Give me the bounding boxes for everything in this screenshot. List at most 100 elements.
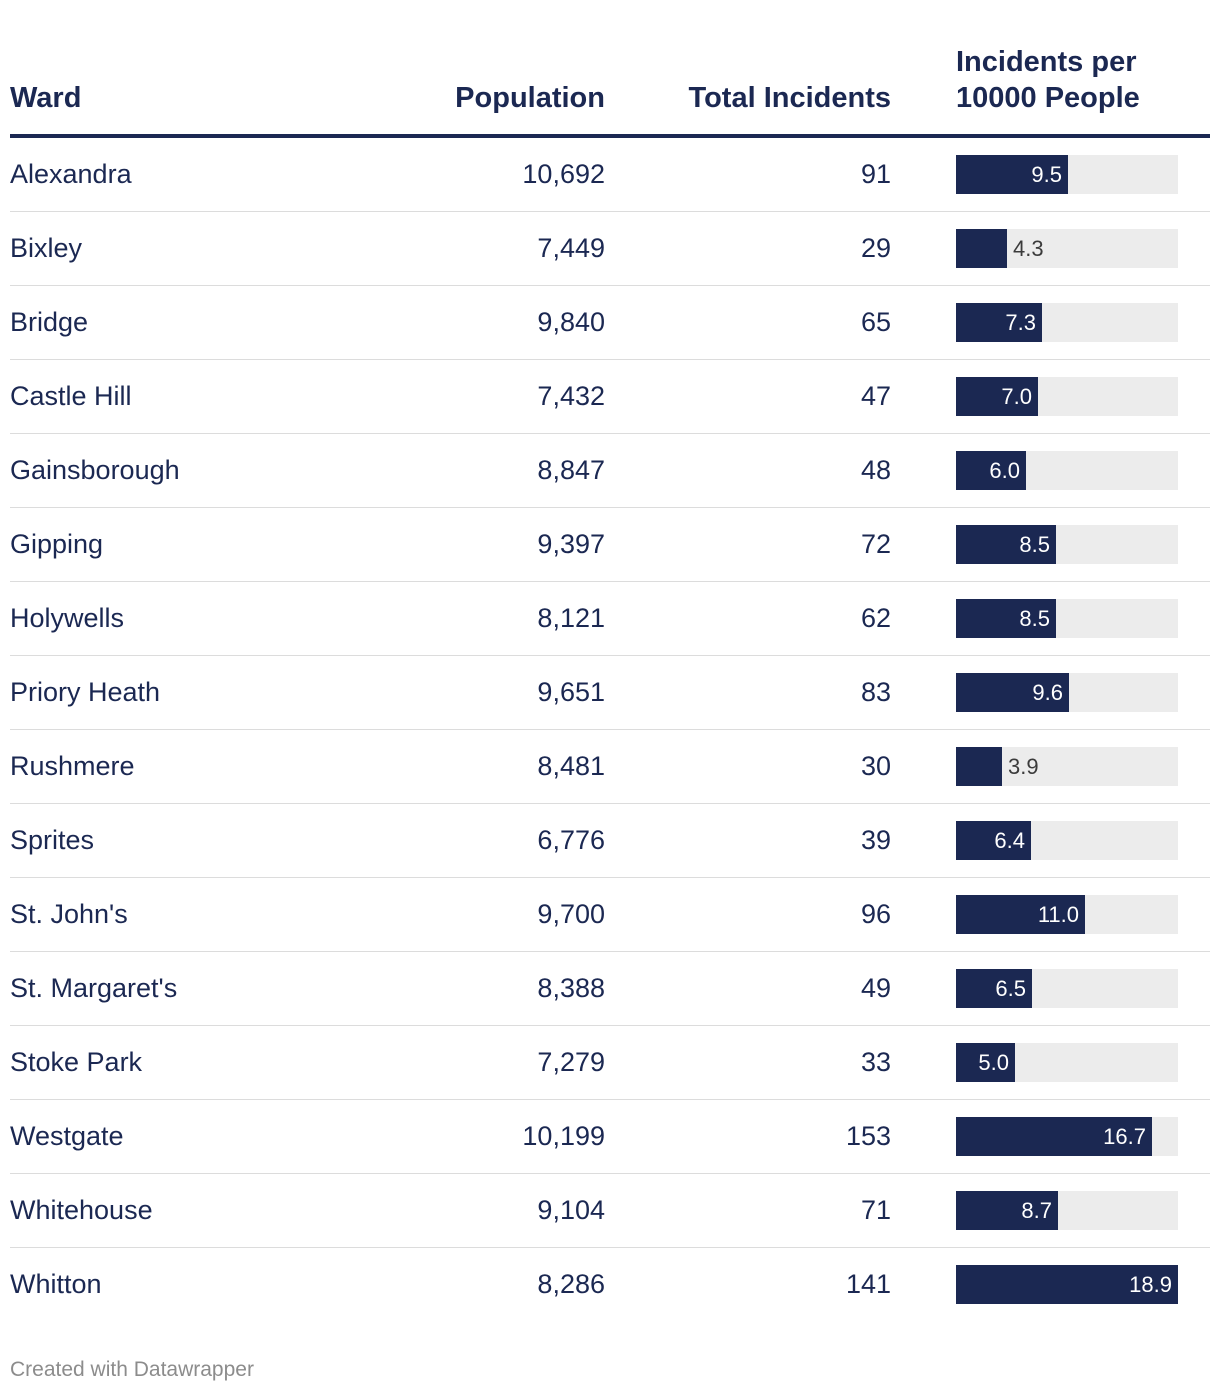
rate-bar-label: 8.5 (1019, 532, 1050, 557)
rate-bar (956, 1043, 1015, 1082)
rate-bar-label: 6.4 (994, 828, 1025, 853)
cell-total-incidents: 141 (845, 1269, 891, 1299)
rate-bar (956, 229, 1007, 268)
rate-bar (956, 969, 1032, 1008)
rate-bar-track: 5.0 (956, 1043, 1178, 1082)
rate-bar (956, 673, 1069, 712)
table-row: St. John's 9,700 96 11.0 (10, 878, 1210, 952)
cell-ward: Stoke Park (10, 1047, 143, 1077)
cell-population: 6,776 (537, 825, 605, 855)
table-row: Whitton 8,286 141 18.9 (10, 1248, 1210, 1321)
header-rate-line2: 10000 People (956, 82, 1140, 114)
rate-bar (956, 1265, 1178, 1304)
rate-bar-label: 5.0 (978, 1050, 1009, 1075)
cell-population: 9,700 (537, 899, 605, 929)
rate-bar-label: 8.7 (1021, 1198, 1052, 1223)
table-row: Stoke Park 7,279 33 5.0 (10, 1026, 1210, 1100)
cell-population: 9,104 (537, 1195, 605, 1225)
rate-bar-label: 7.3 (1005, 310, 1036, 335)
rate-bar-label: 9.6 (1032, 680, 1063, 705)
cell-population: 8,286 (537, 1269, 605, 1299)
rate-bar-label: 7.0 (1001, 384, 1032, 409)
rate-bar (956, 1117, 1152, 1156)
cell-total-incidents: 39 (860, 825, 891, 855)
table-row: Bixley 7,449 29 4.3 (10, 212, 1210, 286)
header-population[interactable]: Population (455, 82, 605, 114)
data-table: Ward Population Total Incidents Incident… (10, 40, 1210, 1321)
cell-population: 8,121 (537, 603, 605, 633)
rate-bar-track: 8.5 (956, 525, 1178, 564)
cell-total-incidents: 91 (860, 159, 891, 189)
table-header: Ward Population Total Incidents Incident… (10, 40, 1210, 138)
rate-bar-track: 4.3 (956, 229, 1178, 268)
cell-total-incidents: 83 (860, 677, 891, 707)
cell-total-incidents: 47 (860, 381, 891, 411)
rate-bar-track: 6.0 (956, 451, 1178, 490)
cell-population: 9,397 (537, 529, 605, 559)
cell-population: 8,481 (537, 751, 605, 781)
table-row: Alexandra 10,692 91 9.5 (10, 138, 1210, 212)
rate-bar-label: 18.9 (1129, 1272, 1172, 1297)
cell-ward: Bridge (10, 307, 89, 337)
rate-bar-track: 6.4 (956, 821, 1178, 860)
cell-ward: Castle Hill (10, 381, 132, 411)
header-ward[interactable]: Ward (10, 82, 82, 114)
rate-bar-label: 16.7 (1103, 1124, 1146, 1149)
cell-ward: Holywells (10, 603, 125, 633)
table-body: Alexandra 10,692 91 9.5 Bixley 7,449 29 4.3 Brid… (10, 138, 1210, 1321)
cell-total-incidents: 30 (860, 751, 891, 781)
rate-bar (956, 377, 1038, 416)
table-row: Westgate 10,199 153 16.7 (10, 1100, 1210, 1174)
cell-ward: Priory Heath (10, 677, 161, 707)
rate-bar-track: 8.5 (956, 599, 1178, 638)
cell-total-incidents: 33 (860, 1047, 891, 1077)
table-row: Whitehouse 9,104 71 8.7 (10, 1174, 1210, 1248)
table-row: Castle Hill 7,432 47 7.0 (10, 360, 1210, 434)
rate-bar-label: 6.5 (995, 976, 1026, 1001)
cell-total-incidents: 49 (860, 973, 891, 1003)
header-total-incidents[interactable]: Total Incidents (688, 82, 891, 114)
cell-total-incidents: 72 (860, 529, 891, 559)
cell-population: 10,199 (522, 1121, 605, 1151)
cell-total-incidents: 96 (860, 899, 891, 929)
cell-ward: Alexandra (10, 159, 132, 189)
rate-bar (956, 747, 1002, 786)
cell-ward: St. Margaret's (10, 973, 178, 1003)
rate-bar (956, 451, 1026, 490)
rate-bar-track: 7.0 (956, 377, 1178, 416)
rate-bar-track: 18.9 (956, 1265, 1178, 1304)
rate-bar-label: 11.0 (1037, 902, 1079, 927)
cell-ward: Whitehouse (10, 1195, 153, 1225)
rate-bar-track: 11.0 (956, 895, 1178, 934)
rate-bar-track: 7.3 (956, 303, 1178, 342)
cell-ward: Westgate (10, 1121, 124, 1151)
table-row: St. Margaret's 8,388 49 6.5 (10, 952, 1210, 1026)
rate-bar (956, 821, 1031, 860)
cell-ward: Whitton (10, 1269, 102, 1299)
rate-bar (956, 525, 1056, 564)
rate-bar (956, 303, 1042, 342)
rate-bar-track: 9.6 (956, 673, 1178, 712)
cell-total-incidents: 29 (860, 233, 891, 263)
cell-total-incidents: 48 (860, 455, 891, 485)
cell-ward: Rushmere (10, 751, 135, 781)
cell-ward: Bixley (10, 233, 83, 263)
rate-bar-track: 6.5 (956, 969, 1178, 1008)
cell-population: 8,847 (537, 455, 605, 485)
header-rate-line1: Incidents per (956, 46, 1137, 78)
rate-bar (956, 895, 1085, 934)
cell-population: 7,449 (537, 233, 605, 263)
table-row: Bridge 9,840 65 7.3 (10, 286, 1210, 360)
rate-bar-track: 16.7 (956, 1117, 1178, 1156)
cell-ward: Gainsborough (10, 455, 180, 485)
table-row: Gipping 9,397 72 8.5 (10, 508, 1210, 582)
header-incidents-rate[interactable]: Incidents per 10000 People (956, 44, 1206, 116)
rate-bar-label: 6.0 (989, 458, 1020, 483)
rate-bar-track: 9.5 (956, 155, 1178, 194)
rate-bar (956, 155, 1068, 194)
rate-bar-label: 4.3 (1013, 236, 1044, 261)
table-row: Rushmere 8,481 30 3.9 (10, 730, 1210, 804)
footer-credit: Created with Datawrapper (10, 1358, 254, 1381)
rate-bar-track: 3.9 (956, 747, 1178, 786)
cell-total-incidents: 153 (845, 1121, 891, 1151)
